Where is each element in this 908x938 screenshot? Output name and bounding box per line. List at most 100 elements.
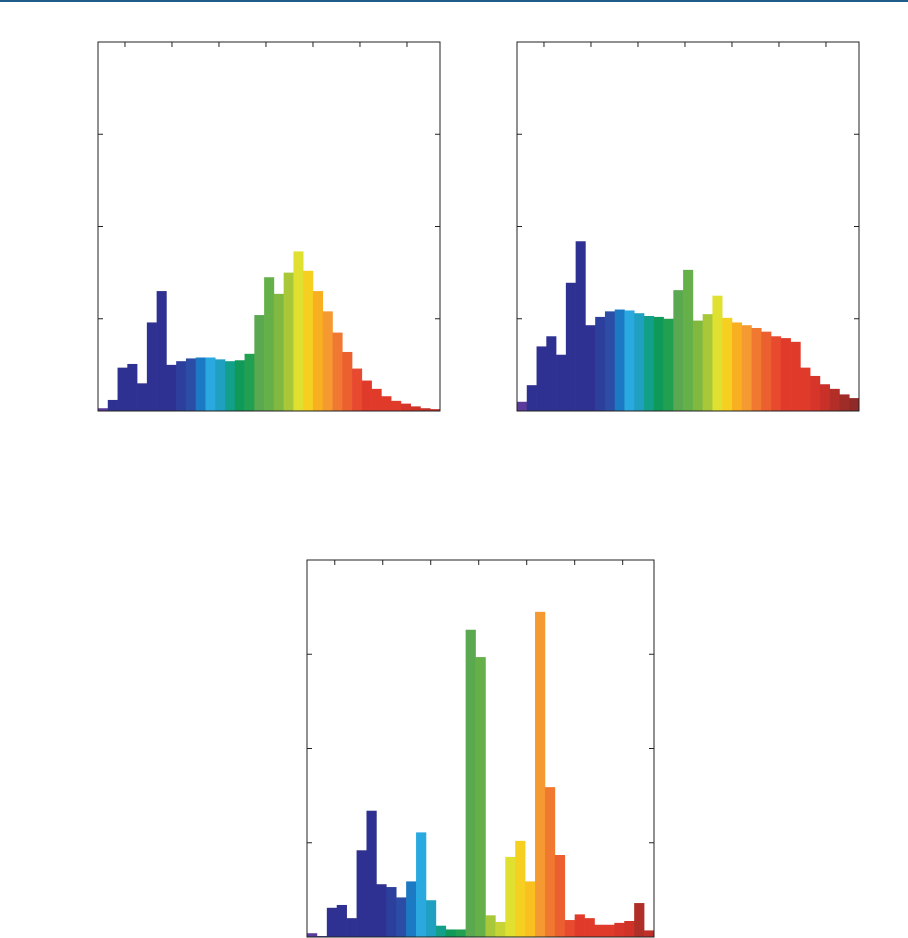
bar (790, 341, 801, 411)
bar (634, 313, 645, 411)
bar (485, 915, 496, 937)
bar (505, 856, 516, 937)
bar (554, 855, 566, 937)
bar (819, 384, 830, 411)
header-rule (0, 0, 908, 2)
bar (332, 332, 343, 411)
bar (544, 787, 556, 937)
bar (624, 920, 635, 937)
bar (644, 930, 655, 937)
bar (146, 322, 157, 411)
bar (366, 810, 377, 937)
bar (594, 924, 605, 937)
bar (127, 363, 138, 411)
bar (741, 325, 752, 411)
bar (574, 914, 585, 937)
bar (352, 368, 363, 411)
bar (137, 383, 148, 411)
bar (495, 921, 506, 937)
bar (215, 359, 226, 411)
bar (420, 408, 431, 411)
bar (751, 327, 762, 411)
bar (515, 840, 526, 937)
bar (166, 364, 177, 411)
bar (176, 361, 187, 411)
bar (722, 317, 733, 411)
bar (264, 277, 275, 411)
bar (346, 918, 357, 937)
bar (644, 315, 655, 411)
bar (195, 357, 206, 411)
bar (546, 336, 557, 411)
bar (663, 318, 674, 411)
bar (156, 291, 167, 411)
bar (234, 360, 245, 411)
bar (712, 295, 723, 411)
bar (410, 406, 421, 411)
bar (673, 290, 684, 411)
bar (653, 316, 664, 411)
bar (575, 241, 586, 411)
bar (185, 358, 197, 411)
bar (604, 924, 615, 937)
bar (692, 320, 703, 411)
bar (336, 904, 347, 937)
bar (526, 385, 537, 411)
bar (465, 629, 476, 937)
bar (244, 353, 255, 411)
bar (565, 282, 576, 411)
bar (98, 408, 109, 411)
bar (525, 881, 536, 937)
bar (400, 403, 411, 411)
bar (614, 309, 625, 411)
bar (416, 832, 427, 937)
bar (273, 293, 284, 411)
bar (810, 375, 821, 411)
bar (435, 925, 447, 937)
bar (585, 325, 596, 411)
bar (406, 881, 417, 937)
bar (371, 388, 382, 411)
bar (849, 398, 860, 411)
bar (535, 611, 546, 937)
bar (322, 311, 333, 411)
bar (342, 351, 353, 411)
bar (564, 920, 575, 937)
bar (225, 361, 236, 411)
bar (303, 270, 314, 411)
bar (604, 311, 616, 411)
bar (634, 903, 645, 937)
bar (683, 269, 694, 411)
bar (425, 900, 437, 937)
bar (107, 399, 118, 411)
bar (307, 933, 318, 937)
bar (584, 918, 595, 937)
bar (361, 380, 372, 411)
bar (475, 657, 486, 937)
bar (771, 336, 782, 411)
bar (829, 388, 840, 411)
bar (839, 394, 850, 411)
bar (396, 897, 407, 937)
bar (283, 272, 294, 411)
bar (761, 331, 772, 411)
bar (430, 409, 441, 411)
bar (391, 400, 402, 411)
bar (455, 929, 466, 937)
bar (381, 396, 392, 411)
bar (205, 357, 216, 411)
bar (595, 316, 606, 411)
bar (445, 929, 457, 937)
bar (731, 322, 743, 411)
bar (312, 291, 324, 411)
bar (800, 367, 811, 411)
bar (254, 315, 265, 411)
bar (556, 354, 567, 411)
bar (780, 338, 791, 411)
bar (386, 887, 397, 937)
bar (536, 346, 547, 411)
bar (614, 922, 625, 937)
bar (356, 850, 367, 937)
